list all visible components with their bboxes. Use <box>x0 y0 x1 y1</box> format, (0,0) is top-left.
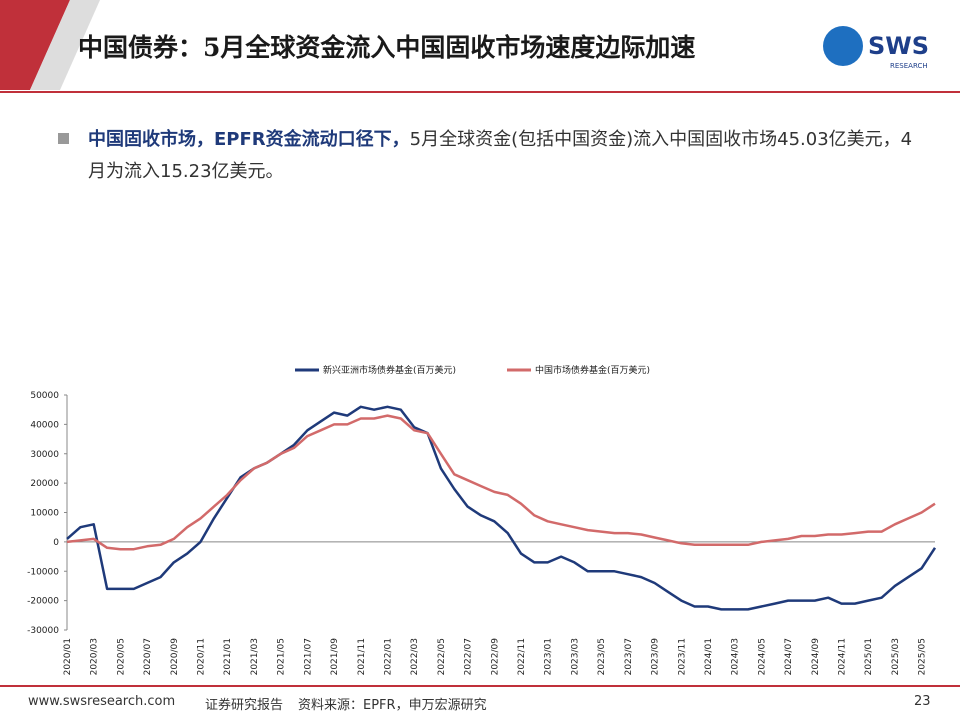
bullet-text: 5月全球资金(包括中国资金)流入中国固收市场45.03亿美元，4月为流入15.2… <box>88 129 913 182</box>
x-tick-label: 2023/01 <box>544 638 554 675</box>
x-tick-label: 2023/11 <box>677 638 687 675</box>
y-tick-label: 50000 <box>30 391 59 401</box>
x-tick-label: 2023/05 <box>597 638 607 675</box>
x-tick-label: 2021/01 <box>223 638 233 675</box>
bullet-bold: 中国固收市场，EPFR资金流动口径下， <box>88 129 410 150</box>
y-tick-label: 0 <box>53 538 59 548</box>
x-tick-label: 2022/01 <box>383 638 393 675</box>
page-number: 23 <box>914 694 931 709</box>
x-tick-label: 2020/05 <box>116 638 126 675</box>
series-line <box>66 405 937 611</box>
logo: SWS <box>868 32 929 60</box>
x-tick-label: 2021/11 <box>357 638 367 675</box>
title: 中国债券：5月全球资金流入中国固收市场速度边际加速 <box>78 33 696 62</box>
x-tick-label: 2020/11 <box>197 638 207 675</box>
footer-site: www.swsresearch.com <box>28 694 176 709</box>
x-tick-label: 2021/09 <box>330 638 340 676</box>
x-tick-label: 2024/05 <box>757 638 767 675</box>
x-tick-label: 2022/11 <box>517 638 527 675</box>
x-tick-label: 2020/07 <box>143 638 153 675</box>
x-tick-label: 2024/07 <box>784 638 794 675</box>
y-tick-label: 40000 <box>30 420 59 430</box>
x-tick-label: 2024/01 <box>704 638 714 675</box>
logo-sub: RESEARCH <box>890 62 928 70</box>
x-tick-label: 2022/05 <box>437 638 447 675</box>
y-tick-label: 30000 <box>30 450 59 460</box>
x-tick-label: 2022/09 <box>490 638 500 676</box>
series-line <box>66 414 936 551</box>
header-accent <box>30 0 100 90</box>
x-tick-label: 2023/07 <box>624 638 634 675</box>
y-tick-label: 20000 <box>30 479 59 489</box>
footer-source: 资料来源：EPFR，申万宏源研究 <box>298 698 487 713</box>
x-tick-label: 2021/05 <box>277 638 287 675</box>
legend-label: 新兴亚洲市场债券基金(百万美元) <box>323 364 456 376</box>
x-tick-label: 2024/11 <box>838 638 848 675</box>
bullet-marker <box>58 133 69 144</box>
bullet: 中国固收市场，EPFR资金流动口径下，5月全球资金(包括中国资金)流入中国固收市… <box>88 124 918 188</box>
x-tick-label: 2021/07 <box>303 638 313 675</box>
x-tick-label: 2022/03 <box>410 638 420 675</box>
x-tick-label: 2023/03 <box>570 638 580 675</box>
x-tick-label: 2025/05 <box>918 638 928 675</box>
legend-label: 中国市场债券基金(百万美元) <box>535 364 650 376</box>
y-tick-label: -20000 <box>27 597 59 607</box>
x-tick-label: 2020/03 <box>90 638 100 675</box>
x-tick-label: 2022/07 <box>464 638 474 675</box>
x-tick-label: 2024/09 <box>811 638 821 676</box>
x-tick-label: 2024/03 <box>731 638 741 675</box>
x-tick-label: 2025/01 <box>864 638 874 675</box>
x-tick-label: 2025/03 <box>891 638 901 675</box>
y-tick-label: -10000 <box>27 567 59 577</box>
x-tick-label: 2020/09 <box>170 638 180 676</box>
footer-report: 证券研究报告 <box>205 698 284 713</box>
x-tick-label: 2023/09 <box>651 638 661 676</box>
y-tick-label: -30000 <box>27 626 59 636</box>
y-tick-label: 10000 <box>30 509 59 519</box>
logo-icon <box>823 26 863 66</box>
x-tick-label: 2021/03 <box>250 638 260 675</box>
x-tick-label: 2020/01 <box>63 638 73 675</box>
header-accent <box>0 0 70 90</box>
